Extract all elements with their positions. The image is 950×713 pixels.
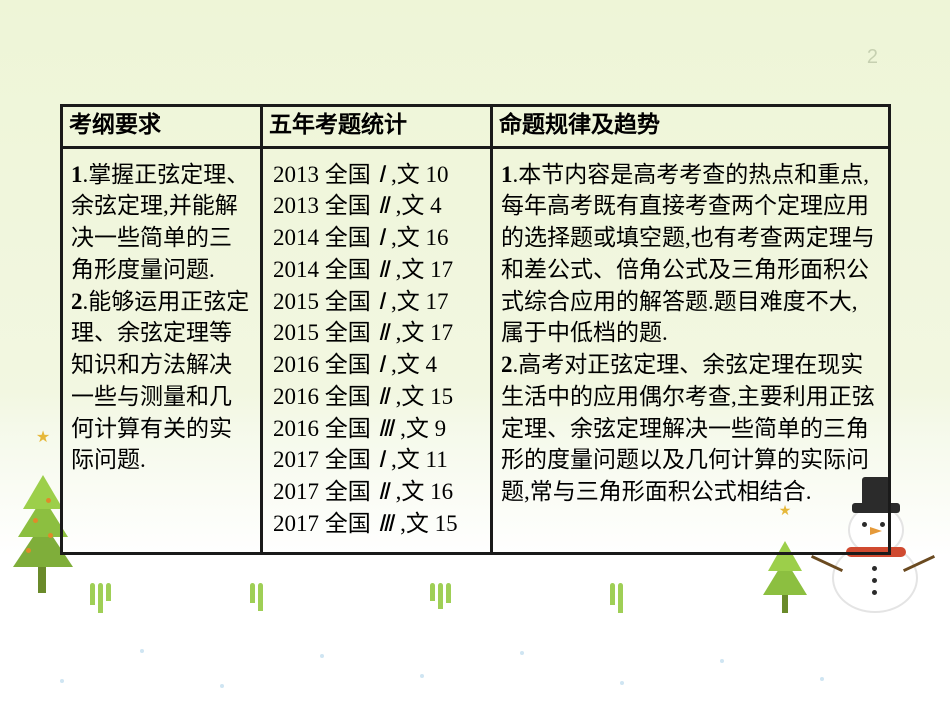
table-header-row: 考纲要求 五年考题统计 命题规律及趋势 (62, 106, 890, 148)
exam-entry: 2013 全国 Ⅰ ,文 10 (273, 159, 482, 191)
exam-entry: 2017 全国 Ⅱ ,文 16 (273, 476, 482, 508)
exam-entry: 2016 全国 Ⅰ ,文 4 (273, 349, 482, 381)
exam-entry: 2016 全国 Ⅲ ,文 9 (273, 413, 482, 445)
cell-requirements: 1.掌握正弦定理、余弦定理,并能解决一些简单的三角形度量问题. 2.能够运用正弦… (62, 147, 262, 553)
cell-exam-list: 2013 全国 Ⅰ ,文 102013 全国 Ⅱ ,文 42014 全国 Ⅰ ,… (262, 147, 492, 553)
req-text-2: .能够运用正弦定理、余弦定理等知识和方法解决一些与测量和几何计算有关的实际问题. (71, 289, 249, 473)
exam-entry: 2017 全国 Ⅲ ,文 15 (273, 508, 482, 540)
header-requirements: 考纲要求 (62, 106, 262, 148)
exam-entry: 2017 全国 Ⅰ ,文 11 (273, 444, 482, 476)
header-trends: 命题规律及趋势 (492, 106, 890, 148)
exam-entry: 2015 全国 Ⅱ ,文 17 (273, 317, 482, 349)
slide-number: 2 (867, 46, 878, 69)
req-text-1: .掌握正弦定理、余弦定理,并能解决一些简单的三角形度量问题. (71, 162, 249, 282)
exam-outline-table: 考纲要求 五年考题统计 命题规律及趋势 1.掌握正弦定理、余弦定理,并能解决一些… (60, 104, 888, 555)
exam-entry: 2013 全国 Ⅱ ,文 4 (273, 190, 482, 222)
req-num-2: 2 (71, 289, 83, 314)
trend-text-1: .本节内容是高考考查的热点和重点,每年高考既有直接考查两个定理应用的选择题或填空… (501, 162, 875, 346)
exam-entry: 2016 全国 Ⅱ ,文 15 (273, 381, 482, 413)
exam-entry: 2015 全国 Ⅰ ,文 17 (273, 286, 482, 318)
trend-text-2: .高考对正弦定理、余弦定理在现实生活中的应用偶尔考查,主要利用正弦定理、余弦定理… (501, 352, 875, 504)
table-row: 1.掌握正弦定理、余弦定理,并能解决一些简单的三角形度量问题. 2.能够运用正弦… (62, 147, 890, 553)
snow-dots-icon (0, 603, 950, 713)
grass-deco-icon (0, 583, 950, 623)
trend-num-2: 2 (501, 352, 513, 377)
cell-trends: 1.本节内容是高考考查的热点和重点,每年高考既有直接考查两个定理应用的选择题或填… (492, 147, 890, 553)
exam-entry: 2014 全国 Ⅱ ,文 17 (273, 254, 482, 286)
req-num-1: 1 (71, 162, 83, 187)
header-exam-stats: 五年考题统计 (262, 106, 492, 148)
exam-entry: 2014 全国 Ⅰ ,文 16 (273, 222, 482, 254)
trend-num-1: 1 (501, 162, 513, 187)
